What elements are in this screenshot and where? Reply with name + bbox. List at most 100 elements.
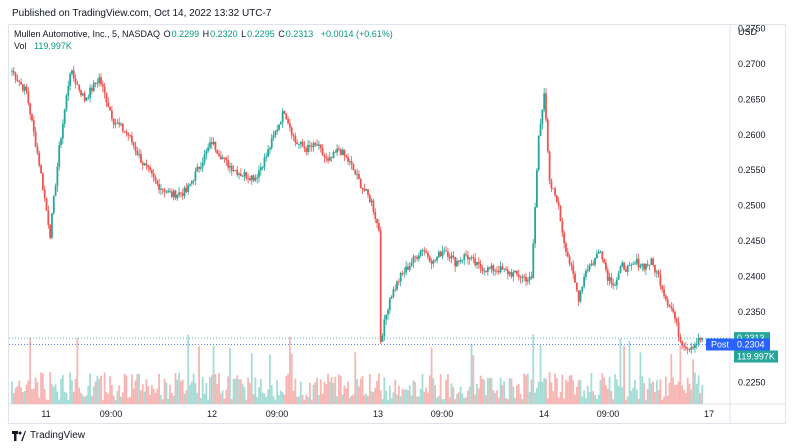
volume-bar: [677, 381, 680, 404]
candle-body: [523, 276, 526, 278]
volume-bar: [456, 394, 458, 404]
candle-body: [192, 180, 195, 182]
candle-body: [530, 276, 533, 278]
volume-bar: [298, 396, 300, 404]
volume-bar: [483, 379, 486, 404]
volume-bar: [419, 388, 422, 404]
volume-bar: [174, 373, 177, 404]
ohlc-values: O0.2299 H0.2320 L0.2295 C0.2313: [164, 29, 315, 39]
candle-body: [267, 149, 269, 157]
volume-bar: [646, 389, 649, 404]
candle-body: [98, 77, 101, 84]
candle-body: [583, 276, 586, 287]
x-tick-label: 14: [539, 409, 549, 419]
volume-bar: [76, 337, 79, 404]
volume-bar: [172, 396, 175, 404]
volume-bar: [209, 377, 211, 404]
candle-body: [603, 259, 606, 263]
volume-bar: [608, 376, 611, 404]
volume-bar: [250, 353, 253, 404]
candle-body: [118, 122, 121, 125]
volume-bar: [510, 378, 513, 404]
volume-bar: [461, 393, 464, 404]
chart-panel[interactable]: [8, 24, 786, 424]
volume-bar: [218, 373, 220, 404]
volume-bar: [610, 390, 613, 404]
volume-bar: [694, 372, 696, 404]
candle-body: [397, 281, 400, 283]
volume-bar: [32, 388, 35, 404]
candle-body: [123, 130, 126, 132]
volume-bar: [477, 388, 480, 404]
candle-body: [269, 147, 271, 150]
candle-body: [21, 84, 24, 91]
candle-body: [427, 252, 429, 257]
volume-bar: [305, 394, 308, 404]
candle-body: [659, 274, 662, 286]
volume-bar: [617, 385, 620, 404]
candle-body: [36, 146, 39, 154]
volume-bar: [416, 396, 418, 404]
candle-body: [644, 263, 647, 270]
candle-body: [72, 70, 75, 79]
volume-bar: [310, 399, 313, 404]
candle-body: [350, 161, 353, 165]
volume-bar: [221, 390, 224, 404]
volume-bar: [681, 385, 684, 404]
volume-bar: [118, 385, 121, 404]
candle-body: [510, 272, 513, 277]
volume-bar: [110, 385, 113, 404]
candle-body: [229, 165, 231, 168]
candle-body: [29, 103, 32, 115]
volume-bar: [594, 394, 596, 404]
candle-body: [145, 163, 148, 166]
volume-bar: [183, 393, 186, 404]
candle-body: [368, 194, 371, 203]
candle-body: [323, 155, 326, 158]
candle-body: [178, 192, 180, 195]
candle-body: [664, 295, 667, 300]
candle-body: [225, 157, 228, 161]
candle-body: [410, 263, 413, 267]
volume-bar: [80, 392, 82, 404]
candle-body: [301, 141, 304, 147]
volume-bar: [256, 397, 259, 404]
volume-bar: [136, 373, 139, 404]
candle-body: [514, 270, 517, 273]
volume-bar: [626, 396, 629, 404]
candle-body: [356, 174, 358, 175]
volume-bar: [445, 379, 447, 404]
volume-bar: [488, 377, 491, 404]
currency-label: USD: [738, 27, 758, 37]
candle-body: [626, 265, 629, 272]
volume-bar: [643, 383, 645, 404]
volume-bar: [670, 354, 673, 404]
candle-body: [272, 135, 275, 139]
volume-bar: [45, 399, 48, 404]
volume-bar: [512, 386, 515, 404]
candle-body: [129, 135, 131, 137]
candle-body: [470, 257, 473, 259]
candle-body: [690, 347, 693, 350]
candle-body: [172, 190, 175, 198]
volume-bar: [196, 392, 199, 404]
volume-bar: [417, 396, 420, 404]
volume-bar: [138, 373, 141, 404]
candle-body: [661, 285, 664, 290]
volume-bar: [523, 373, 526, 404]
candle-body: [499, 266, 502, 273]
footer-brand-text: TradingView: [30, 430, 86, 441]
candle-body: [31, 114, 33, 121]
volume-bar: [85, 395, 88, 404]
candle-body: [190, 181, 193, 184]
x-tick-label: 11: [41, 409, 50, 419]
volume-bar: [439, 374, 442, 404]
candle-body: [396, 281, 398, 290]
y-tick-label: 0.2700: [738, 59, 766, 69]
volume-bar: [265, 396, 268, 404]
volume-bar: [170, 393, 173, 404]
candle-body: [539, 124, 542, 136]
candle-body: [496, 270, 498, 272]
candle-body: [385, 314, 388, 320]
